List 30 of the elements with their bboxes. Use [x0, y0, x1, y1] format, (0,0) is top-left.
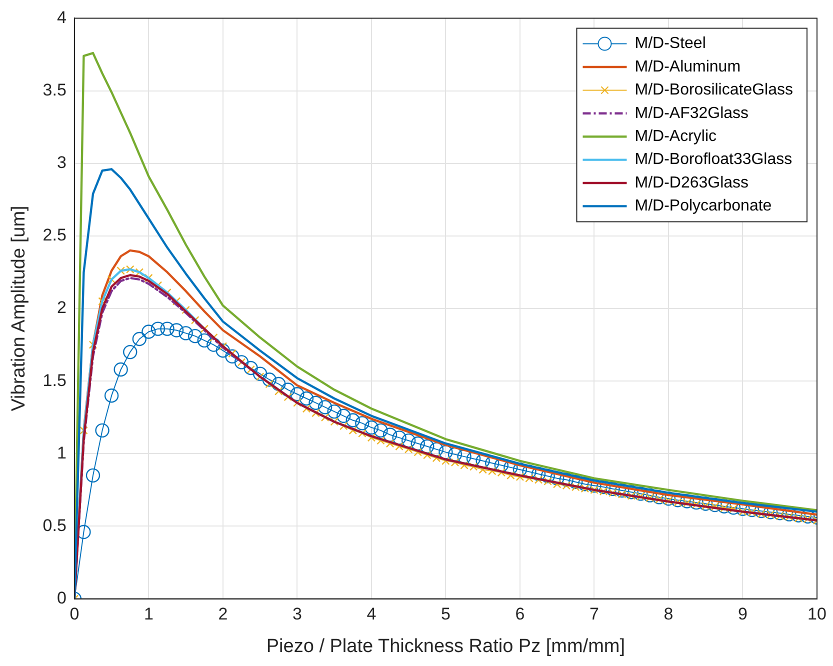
legend-label: M/D-Aluminum	[634, 58, 741, 76]
y-tick-label: 4	[56, 8, 66, 27]
y-tick-label: 1	[56, 443, 66, 462]
x-tick-label: 6	[515, 604, 525, 624]
x-tick-label: 4	[366, 604, 376, 624]
x-tick-label: 7	[589, 604, 599, 624]
y-axis-title: Vibration Amplitude [um]	[8, 206, 30, 412]
x-axis-title: Piezo / Plate Thickness Ratio Pz [mm/mm]	[266, 636, 626, 657]
legend-label: M/D-BorosilicateGlass	[634, 82, 794, 99]
legend-label: M/D-Acrylic	[634, 128, 717, 146]
x-tick-label: 2	[218, 604, 228, 624]
x-tick-label: 0	[70, 604, 80, 624]
x-tick-label: 1	[144, 604, 154, 624]
y-tick-label: 1.5	[42, 370, 66, 390]
x-tick-label: 10	[808, 604, 826, 624]
x-tick-label: 8	[664, 604, 674, 624]
legend-label: M/D-Borofloat33Glass	[634, 151, 792, 168]
x-tick-label: 5	[440, 604, 450, 624]
legend-label: M/D-Steel	[634, 35, 706, 52]
legend-label: M/D-Polycarbonate	[634, 198, 772, 215]
y-tick-label: 3.5	[42, 80, 66, 100]
x-tick-label: 3	[292, 604, 302, 624]
y-tick-label: 0	[56, 588, 66, 608]
y-tick-label: 0.5	[42, 516, 66, 535]
y-tick-label: 3	[56, 153, 66, 172]
y-tick-label: 2.5	[42, 226, 66, 245]
legend-label: M/D-AF32Glass	[634, 104, 749, 122]
legend-label: M/D-D263Glass	[634, 174, 749, 192]
y-tick-label: 2	[56, 298, 66, 318]
x-tick-label: 9	[738, 604, 748, 624]
